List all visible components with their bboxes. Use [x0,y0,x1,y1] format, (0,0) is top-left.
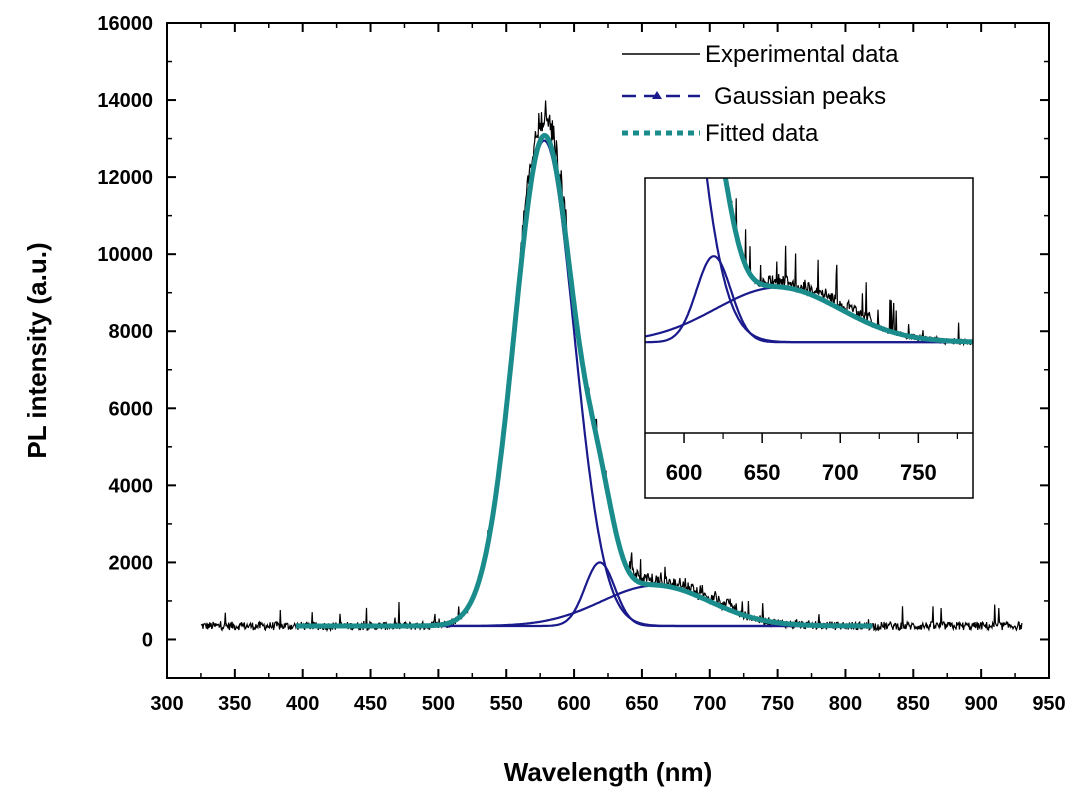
x-tick-label: 600 [557,693,590,715]
inset-x-tick-label: 750 [900,460,937,485]
inset-frame [644,177,974,499]
x-tick-label: 350 [218,693,251,715]
x-tick-label: 950 [1032,693,1065,715]
x-tick-label: 650 [625,693,658,715]
x-tick-label: 850 [897,693,930,715]
inset-plot: 600 650 700 750 [644,177,974,499]
x-tick-label: 750 [761,693,794,715]
y-tick-label: 16000 [97,13,153,35]
main-plot-area: 300 350 400 450 500 550 600 650 700 750 800 850 900 9… [22,13,1066,787]
main-series-group [200,100,1023,633]
y-tick-label: 2000 [109,552,154,574]
x-axis-title: Wavelength (nm) [504,757,712,787]
x-tick-label: 400 [286,693,319,715]
y-tick-label: 6000 [109,398,154,420]
y-tick-label: 12000 [97,167,153,189]
inset-gaussian-peak-2 [645,255,973,344]
inset-x-tick-label: 700 [822,460,859,485]
y-tick-label: 14000 [97,90,153,112]
inset-fitted-line [722,178,973,345]
series-fitted-line [295,132,873,629]
series-gaussian-peak-2 [295,561,873,628]
inset-series-group [645,178,973,347]
x-tick-label: 300 [150,693,183,715]
x-tick-label: 450 [354,693,387,715]
y-tick-label: 4000 [109,475,154,497]
y-tick-label: 0 [142,629,153,651]
legend: Experimental data Gaussian peaks Fitted … [622,41,899,147]
inset-x-tick-label: 650 [744,460,781,485]
legend-label-experimental: Experimental data [705,41,899,68]
y-tick-label: 10000 [97,244,153,266]
legend-label-fitted: Fitted data [705,120,819,147]
x-tick-label: 700 [693,693,726,715]
x-tick-label: 800 [829,693,862,715]
inset-x-tick-label: 600 [666,460,703,485]
y-tick-label: 8000 [109,321,154,343]
legend-label-gaussian: Gaussian peaks [714,83,886,110]
x-tick-label: 900 [964,693,997,715]
legend-triangle-marker [652,91,662,99]
y-axis-title: PL intensity (a.u.) [22,242,52,458]
x-tick-label: 550 [490,693,523,715]
x-tick-label: 500 [422,693,455,715]
inset-experimental-line [724,178,973,347]
